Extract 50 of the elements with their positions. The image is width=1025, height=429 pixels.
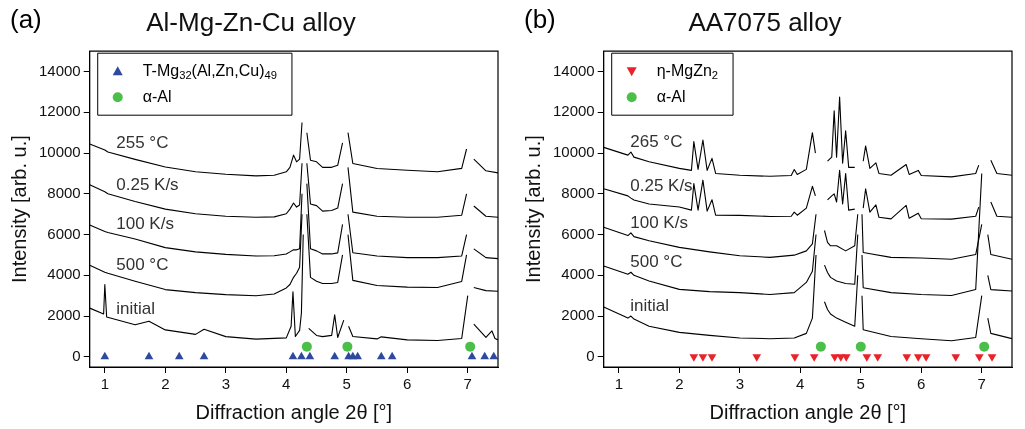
y-tick-label: 2000 — [47, 306, 81, 324]
x-tick-label: 5 — [856, 375, 865, 393]
y-axis-title: Intensity [arb. u.] — [521, 135, 544, 284]
series-label: 100 K/s — [630, 212, 688, 232]
series-label: 265 °C — [630, 131, 683, 151]
x-tick-label: 7 — [977, 375, 986, 393]
x-axis-title: Diffraction angle 2θ [°] — [195, 400, 393, 423]
y-tick-label: 8000 — [47, 183, 81, 201]
series-label: 500 °C — [116, 254, 169, 274]
y-tick-label: 4000 — [47, 265, 81, 283]
text: (a) — [10, 4, 42, 35]
x-tick-label: 1 — [614, 375, 624, 393]
x-tick-label: 4 — [282, 375, 291, 393]
x-tick-label: 2 — [161, 375, 170, 393]
text: (b) — [524, 4, 556, 35]
series-label: 500 °C — [630, 251, 683, 271]
series-label: initial — [630, 295, 669, 315]
y-tick-label: 12000 — [552, 102, 595, 120]
y-tick-label: 12000 — [38, 102, 81, 120]
chart-title: AA7075 alloy — [688, 6, 842, 37]
y-tick-label: 10000 — [38, 143, 81, 161]
y-tick-label: 10000 — [552, 143, 595, 161]
y-tick-label: 14000 — [552, 61, 595, 79]
x-tick-label: 3 — [735, 375, 744, 393]
y-tick-label: 6000 — [561, 224, 595, 242]
legend-label: α-Al — [656, 87, 686, 105]
x-tick-label: 6 — [403, 375, 412, 393]
y-tick-label: 4000 — [561, 265, 595, 283]
x-tick-label: 1 — [100, 375, 110, 393]
x-tick-label: 3 — [221, 375, 230, 393]
y-tick-label: 0 — [586, 346, 595, 364]
x-tick-label: 4 — [796, 375, 805, 393]
x-tick-label: 5 — [342, 375, 351, 393]
series-label: 0.25 K/s — [630, 175, 693, 195]
y-tick-label: 8000 — [561, 183, 595, 201]
chart-title: Al-Mg-Zn-Cu alloy — [146, 6, 356, 37]
x-tick-label: 2 — [675, 375, 684, 393]
x-tick-label: 7 — [463, 375, 472, 393]
x-tick-label: 6 — [917, 375, 926, 393]
y-tick-label: 14000 — [38, 61, 81, 79]
legend-label: α-Al — [142, 87, 172, 105]
y-tick-label: 6000 — [47, 224, 81, 242]
series-label: 100 K/s — [116, 213, 174, 233]
series-label: 255 °C — [116, 133, 169, 153]
x-axis-title: Diffraction angle 2θ [°] — [709, 400, 907, 423]
y-tick-label: 2000 — [561, 306, 595, 324]
series-label: initial — [116, 298, 155, 318]
series-label: 0.25 K/s — [116, 175, 179, 195]
y-axis-title: Intensity [arb. u.] — [7, 135, 30, 284]
y-tick-label: 0 — [72, 346, 81, 364]
